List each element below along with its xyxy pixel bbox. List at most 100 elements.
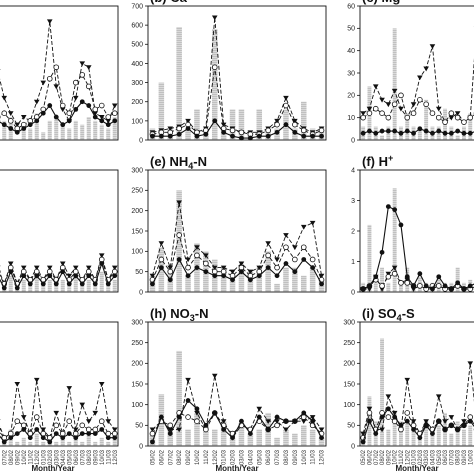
bar [380,338,385,446]
plot-frame [147,321,327,447]
marker-circle-filled [47,439,53,445]
bar [238,109,245,140]
marker-circle-filled [158,265,164,270]
marker-triangle-down [391,265,398,271]
marker-triangle-down [0,265,1,267]
bar [398,282,403,292]
bar [86,117,91,140]
marker-triangle-down [1,95,8,101]
marker-triangle-down [220,419,227,424]
marker-circle-filled [66,281,72,287]
marker-circle-filled [86,431,92,436]
bar [417,437,422,446]
x-tick-label: 12/03 [320,449,326,465]
bar [34,275,39,292]
marker-circle-open [385,273,392,280]
marker-triangle-down [149,273,156,279]
bar [386,429,391,446]
marker-triangle-down [391,88,398,94]
marker-triangle-down [72,265,79,271]
bar [392,412,397,446]
marker-circle-filled [461,422,467,428]
marker-circle-filled [310,418,316,424]
bar [211,28,218,140]
bar [229,109,236,140]
x-tick-label: 01/03 [222,449,228,465]
y-tick-label: 1 [351,259,355,266]
y-tick-label: 0 [351,443,355,450]
x-tick-label: 04/03 [430,449,436,465]
marker-circle-filled [319,133,324,139]
marker-triangle-down [366,406,373,412]
marker-circle-filled [105,122,111,128]
marker-circle-open [7,430,14,437]
marker-circle-filled [73,435,79,441]
marker-circle-filled [105,435,111,441]
marker-circle-filled [40,281,46,287]
x-tick-label: 09/03 [462,449,468,465]
x-tick-label: 06/02 [0,449,2,465]
marker-circle-open [14,418,21,425]
marker-circle-open [229,127,236,134]
bar [220,421,227,446]
series-line-triangle-down [152,202,322,276]
marker-circle-filled [14,431,20,436]
marker-triangle-down [461,419,467,424]
marker-circle-filled [319,435,324,441]
marker-circle-filled [112,435,118,441]
marker-triangle-down [105,118,112,124]
marker-triangle-down [92,111,99,116]
marker-triangle-down [111,265,118,271]
marker-circle-filled [448,422,454,428]
y-tick-label: 100 [131,402,143,409]
marker-circle-filled [1,439,7,445]
marker-circle-open [167,422,174,429]
panel-f: 0 1 2 3 4 (f) H+ [351,153,474,296]
marker-triangle-down [292,245,298,251]
bar [300,101,307,140]
y-tick-label: 50 [135,269,143,276]
marker-circle-filled [66,118,72,124]
marker-circle-open [33,414,40,420]
marker-circle-filled [212,410,218,416]
marker-circle-filled [442,130,448,136]
bar [176,27,182,140]
x-tick-label: 07/03 [80,449,86,465]
marker-circle-filled [212,273,218,279]
marker-triangle-down [167,126,174,132]
marker-circle-filled [239,135,244,141]
x-tick-label: 02/03 [231,449,237,465]
x-tick-label: 09/03 [93,449,99,465]
x-tick-label: 07/03 [449,449,455,465]
marker-circle-open [448,110,455,116]
marker-circle-open [404,280,411,286]
marker-triangle-down [33,99,40,105]
marker-circle-open [66,418,73,425]
marker-circle-open [53,64,60,71]
plot-frame [0,321,119,447]
bar [99,437,104,446]
marker-circle-open [398,280,404,286]
marker-circle-filled [185,398,191,403]
bar [47,279,52,292]
marker-triangle-down [448,115,455,121]
marker-triangle-down [7,111,14,116]
marker-triangle-down [98,253,105,259]
marker-circle-filled [40,435,46,441]
marker-triangle-down [467,361,474,367]
marker-circle-filled [455,280,461,286]
marker-circle-open [194,252,200,259]
marker-circle-filled [47,103,53,108]
bar [398,421,403,446]
marker-circle-filled [404,274,410,280]
bar [449,433,454,446]
y-tick-label: 50 [135,423,143,430]
bar [424,99,429,140]
marker-circle-open [176,232,182,238]
marker-circle-filled [392,414,398,420]
marker-circle-filled [310,133,316,139]
panel-title: (c) Mg [362,0,400,5]
marker-circle-filled [265,133,271,139]
y-tick-label: 200 [343,361,355,368]
y-tick-label: 150 [131,228,143,235]
